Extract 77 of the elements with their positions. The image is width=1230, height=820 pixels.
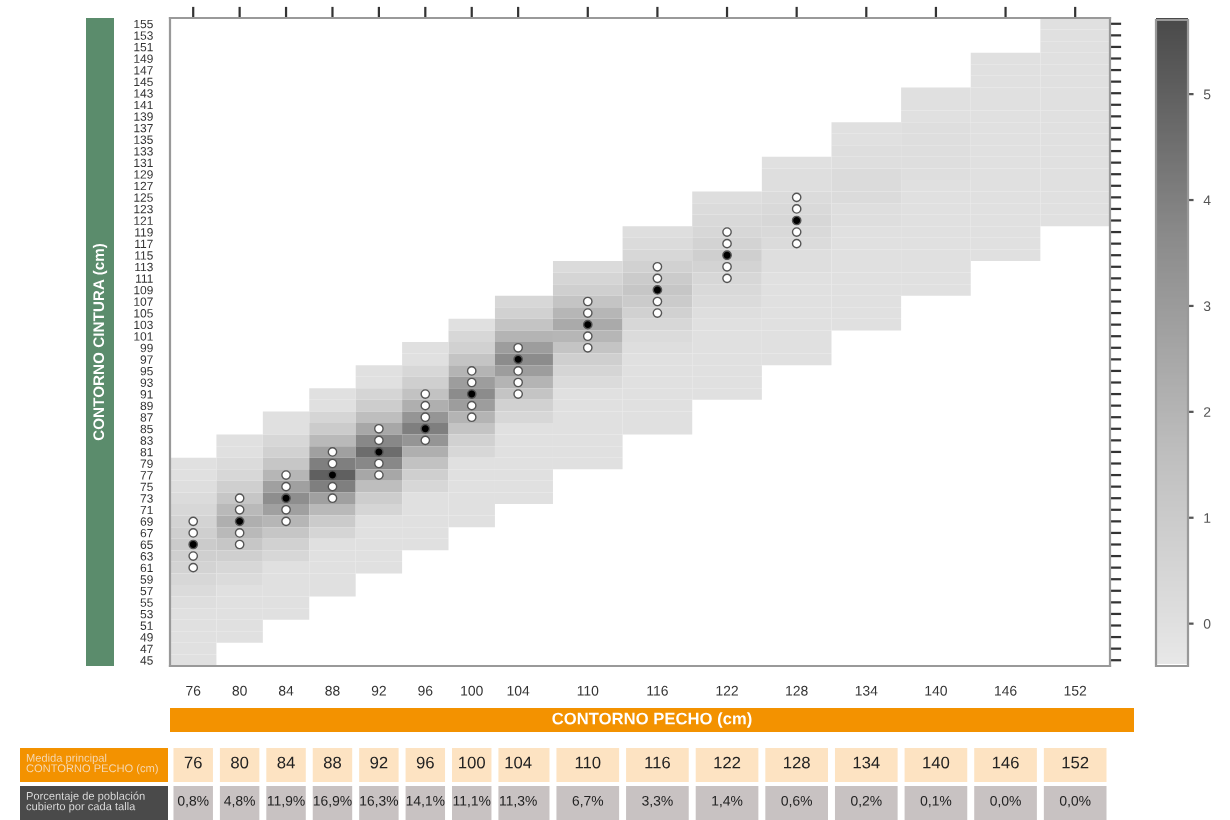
point: [234, 539, 245, 550]
point: [791, 204, 802, 214]
point: [722, 238, 732, 249]
point: [188, 562, 199, 573]
point: [466, 412, 477, 423]
point: [722, 261, 732, 272]
text: 92: [370, 756, 388, 769]
point: [466, 377, 477, 388]
point: [420, 423, 431, 434]
text: 134: [853, 756, 880, 769]
point: [722, 227, 732, 237]
point: [722, 250, 732, 261]
point: [327, 447, 338, 457]
point: [513, 389, 524, 399]
point: [791, 215, 802, 226]
point: [281, 493, 291, 504]
text: 146: [992, 756, 1019, 769]
text: 100: [459, 756, 485, 769]
point: [652, 261, 663, 272]
text: 88: [323, 756, 342, 769]
point: [652, 285, 663, 295]
point: [188, 528, 199, 538]
text: 110: [575, 756, 601, 769]
point: [281, 470, 291, 480]
text: 140: [923, 756, 950, 769]
point: [188, 539, 199, 550]
point: [420, 412, 431, 423]
point: [466, 366, 477, 376]
text: 84: [277, 756, 295, 769]
point: [374, 470, 384, 480]
point: [513, 342, 524, 353]
point: [466, 389, 477, 399]
text: 128: [784, 756, 810, 769]
point: [327, 481, 338, 492]
text: 104: [505, 756, 532, 769]
point: [374, 458, 384, 469]
point: [582, 342, 593, 353]
point: [281, 481, 291, 492]
point: [327, 470, 338, 480]
point: [791, 192, 802, 203]
point: [188, 516, 199, 527]
text: 116: [645, 756, 670, 769]
point: [582, 308, 593, 318]
point: [791, 227, 802, 237]
point: [281, 504, 291, 515]
point: [582, 319, 593, 330]
text: 122: [714, 756, 741, 769]
text: 96: [416, 756, 434, 769]
point: [374, 435, 384, 446]
point: [234, 516, 245, 527]
point: [234, 528, 245, 538]
point: [374, 447, 384, 457]
text: 80: [231, 756, 249, 769]
point: [420, 389, 431, 399]
point: [420, 435, 431, 446]
point: [652, 308, 663, 318]
point: [466, 400, 477, 411]
point: [513, 366, 524, 376]
point: [652, 273, 663, 284]
point: [234, 493, 245, 504]
point: [234, 504, 245, 515]
text: 152: [1062, 756, 1089, 769]
point: [513, 354, 524, 365]
x-axis-title: CONTORNO PECHO (cm): [552, 712, 752, 728]
point: [791, 238, 802, 249]
point: [582, 331, 593, 342]
point: [420, 400, 431, 411]
point: [582, 296, 593, 307]
point: [374, 423, 384, 434]
point: [188, 551, 199, 561]
point: [513, 377, 524, 388]
point: [327, 458, 338, 469]
point: [327, 493, 338, 504]
point: [281, 516, 291, 527]
point: [722, 273, 732, 284]
text: 76: [184, 756, 202, 769]
point: [652, 296, 663, 307]
